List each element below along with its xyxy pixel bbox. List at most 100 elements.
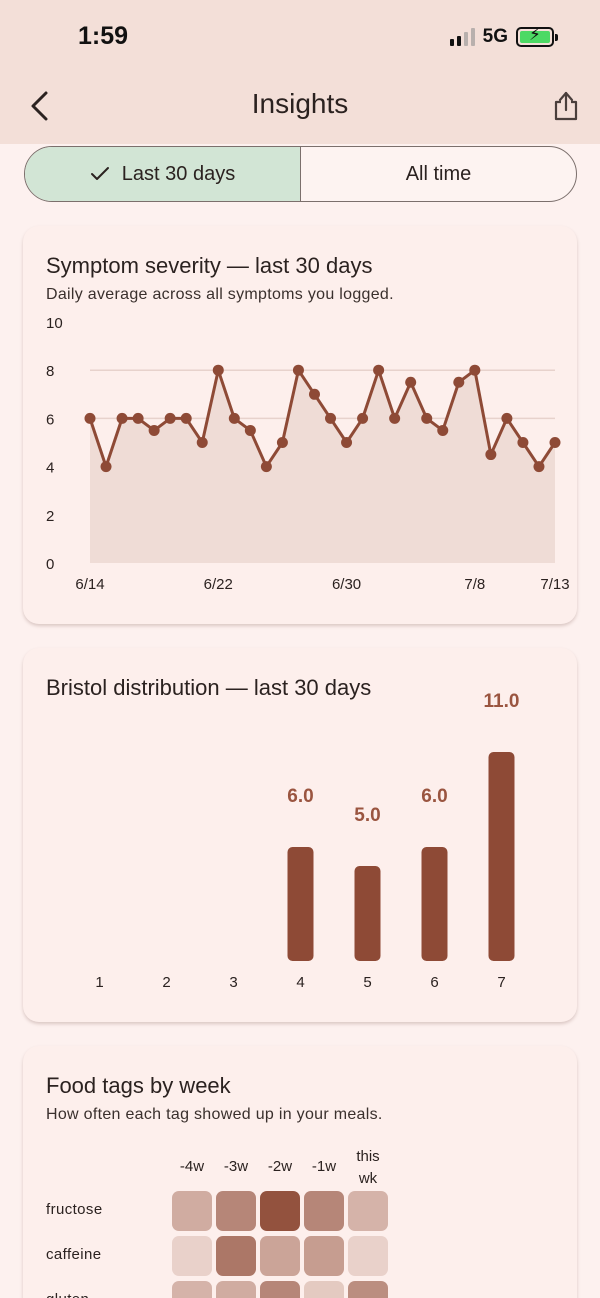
data-point: [116, 412, 128, 424]
area-fill: [90, 370, 555, 563]
y-tick-label: 4: [46, 460, 54, 477]
card-subtitle: How often each tag showed up in your mea…: [46, 1106, 383, 1123]
data-point: [260, 461, 272, 473]
bar: [488, 752, 515, 961]
data-point: [357, 412, 369, 424]
data-point: [308, 388, 320, 400]
bar: [354, 866, 381, 961]
y-tick-label: 6: [46, 411, 54, 428]
bar-value-label: 5.0: [354, 805, 380, 826]
heatmap-row-label: gluten: [46, 1291, 89, 1298]
heatmap-cell: [216, 1191, 256, 1231]
heatmap-cell: [260, 1236, 300, 1276]
data-point: [533, 461, 545, 473]
bristol-card: Bristol distribution — last 30 days 1 2 3 6…: [23, 648, 577, 1022]
heatmap-row-label: fructose: [46, 1201, 103, 1218]
data-point: [132, 412, 144, 424]
x-tick-label: 6: [430, 974, 438, 991]
y-tick-label: 2: [46, 508, 54, 525]
segment-label: All time: [405, 162, 472, 185]
share-icon: [554, 91, 578, 121]
data-point: [228, 412, 240, 424]
bar: [287, 847, 314, 961]
bar: [421, 847, 448, 961]
network-type: 5G: [482, 26, 508, 47]
share-button[interactable]: [550, 86, 584, 126]
x-tick-label: 7/13: [540, 576, 569, 593]
data-point: [501, 412, 513, 424]
y-tick-label: 10: [46, 315, 63, 332]
data-point: [84, 412, 96, 424]
x-tick-label: 6/22: [204, 576, 233, 593]
range-toggle: Last 30 days All time: [24, 146, 577, 202]
x-tick-label: 6/14: [75, 576, 104, 593]
bar-value-label: 6.0: [421, 786, 447, 807]
data-point: [292, 364, 304, 376]
chevron-left-icon: [31, 91, 48, 121]
severity-chart: 0 2 4 6 8 10 6/14 6/22 6/30 7/8 7/13: [46, 315, 570, 593]
x-tick-label: 3: [229, 974, 237, 991]
card-subtitle: Daily average across all symptoms you lo…: [46, 286, 394, 303]
heatmap-cell: [348, 1191, 388, 1231]
bristol-chart: 1 2 3 6.0 4 5.0 5 6.0 6 11.0 7: [95, 691, 520, 991]
heatmap-column-label: -1w: [311, 1158, 337, 1175]
data-point: [373, 364, 385, 376]
data-point: [196, 437, 208, 448]
data-point: [389, 412, 401, 424]
battery-icon: ⚡: [516, 26, 558, 47]
segment-all-time[interactable]: All time: [301, 147, 576, 201]
data-point: [148, 424, 160, 436]
heatmap-column-label: -3w: [223, 1158, 249, 1175]
heatmap-row-label: caffeine: [46, 1246, 102, 1263]
heatmap-cell: [260, 1281, 300, 1298]
data-point: [276, 437, 288, 448]
x-tick-label: 6/30: [332, 576, 361, 593]
status-icons: 5G ⚡: [449, 24, 558, 50]
x-tick-label: 7: [497, 974, 505, 991]
data-point: [325, 412, 337, 424]
data-point: [100, 461, 112, 473]
card-title: Food tags by week: [46, 1073, 231, 1098]
bar-value-label: 11.0: [484, 691, 520, 712]
data-point: [453, 376, 465, 388]
heatmap-cell: [348, 1281, 388, 1298]
heatmap-cell: [172, 1191, 212, 1231]
data-point: [517, 437, 529, 448]
card-title: Bristol distribution — last 30 days: [46, 675, 372, 700]
x-tick-label: 5: [363, 974, 371, 991]
x-tick-label: 7/8: [464, 576, 485, 593]
data-point: [164, 412, 176, 424]
data-point: [212, 364, 224, 376]
data-point: [469, 364, 481, 376]
page-title: Insights: [251, 88, 349, 119]
severity-card: Symptom severity — last 30 days Daily av…: [23, 226, 577, 624]
x-tick-label: 4: [296, 974, 304, 991]
heatmap-column-label: -4w: [179, 1158, 205, 1175]
heatmap-cell: [216, 1236, 256, 1276]
data-point: [485, 449, 497, 461]
heatmap-cell: [304, 1281, 344, 1298]
data-point: [244, 424, 256, 436]
heatmap-cell: [216, 1281, 256, 1298]
app-header: 1:59 5G ⚡ Insights: [0, 0, 600, 144]
data-point: [341, 437, 353, 448]
heatmap-cell: [172, 1281, 212, 1298]
data-point: [421, 412, 433, 424]
segment-label: Last 30 days: [121, 162, 236, 185]
data-point: [180, 412, 192, 424]
back-button[interactable]: [24, 86, 60, 126]
bar-value-label: 6.0: [287, 786, 313, 807]
heatmap-column-label: this wk: [356, 1148, 380, 1187]
segment-last-30-days[interactable]: Last 30 days: [25, 147, 301, 201]
heatmap-cell: [348, 1236, 388, 1276]
data-point: [549, 437, 561, 448]
status-time: 1:59: [78, 22, 129, 50]
signal-icon: [449, 28, 475, 46]
x-tick-label: 1: [95, 974, 103, 991]
checkmark-icon: [90, 167, 109, 180]
card-title: Symptom severity — last 30 days: [46, 253, 373, 278]
y-tick-label: 8: [46, 363, 54, 380]
x-tick-label: 2: [162, 974, 170, 991]
heatmap-column-label: -2w: [267, 1158, 293, 1175]
heatmap-cell: [304, 1191, 344, 1231]
